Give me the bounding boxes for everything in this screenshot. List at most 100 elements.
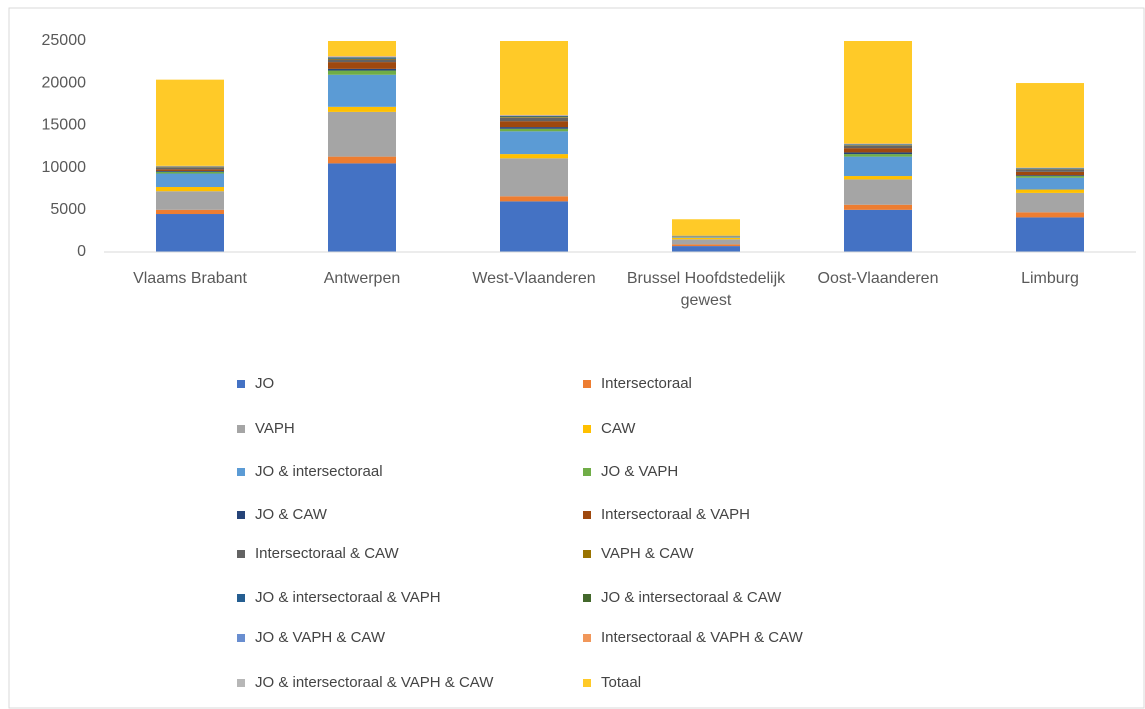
x-tick-label-box: Brussel Hoofdstedelijk gewest (626, 270, 786, 309)
y-tick-label: 5000 (50, 201, 86, 218)
x-tick-label-box: Limburg (1021, 270, 1079, 287)
legend-swatch (237, 634, 245, 642)
x-tick-label: Brussel Hoofdstedelijk gewest (626, 270, 786, 309)
legend-label: JO & intersectoraal & VAPH (255, 589, 441, 606)
bar-segment (500, 121, 568, 128)
legend-swatch (237, 380, 245, 388)
legend-swatch (237, 468, 245, 476)
bar-segment (328, 74, 396, 107)
bar-segment (1016, 212, 1084, 218)
bar-segment (1016, 177, 1084, 190)
bar-segment (328, 56, 396, 58)
chart-border (8, 7, 1145, 709)
bar-segment (844, 152, 912, 155)
bar-segment (156, 170, 224, 172)
bar-segment (500, 117, 568, 122)
bar-segment (672, 239, 740, 245)
bar-segment (1016, 192, 1084, 213)
bar-segment (500, 196, 568, 202)
legend-swatch (583, 511, 591, 519)
bar-segment (844, 144, 912, 146)
bar-segment (500, 116, 568, 118)
bar-segment (328, 57, 396, 58)
bar-segment (328, 56, 396, 57)
legend-swatch (583, 425, 591, 433)
bar-segment (156, 169, 224, 171)
y-tick-label: 10000 (42, 159, 87, 176)
bar-segment (328, 62, 396, 69)
bar-segment (1016, 175, 1084, 177)
bar-segment (156, 187, 224, 192)
bar-segment (328, 59, 396, 63)
bar-segment (328, 58, 396, 60)
bar-segment (500, 128, 568, 132)
legend-swatch (583, 594, 591, 602)
x-tick-label: Vlaams Brabant (133, 270, 247, 287)
legend-swatch (237, 511, 245, 519)
x-tick-label-box: West-Vlaanderen (472, 270, 595, 287)
bar-segment (328, 106, 396, 112)
bar-segment (672, 236, 740, 238)
bar-segment (1016, 83, 1084, 168)
bar-segment (328, 68, 396, 71)
legend-label: JO (255, 375, 274, 392)
bar-segment (500, 41, 568, 115)
x-tick-label-box: Vlaams Brabant (133, 270, 247, 287)
y-tick-label: 15000 (42, 117, 87, 134)
bar-segment (844, 145, 912, 149)
bar-segment (672, 237, 740, 240)
bar-segment (500, 201, 568, 252)
bar-segment (672, 244, 740, 247)
bar-segment (844, 204, 912, 210)
legend-label: JO & intersectoraal (255, 463, 383, 480)
legend-label: JO & intersectoraal & VAPH & CAW (255, 674, 494, 691)
legend-label: Intersectoraal (601, 375, 692, 392)
bar-segment (844, 156, 912, 177)
bar-segment (156, 167, 224, 170)
legend-label: VAPH (255, 420, 295, 437)
bar-segment (328, 163, 396, 252)
bar-segment (844, 176, 912, 180)
bar-segment (156, 191, 224, 210)
legend-label: JO & CAW (255, 506, 328, 523)
bar-segment (844, 209, 912, 252)
legend-label: Intersectoraal & VAPH (601, 506, 750, 523)
bar-segment (500, 154, 568, 159)
legend-label: CAW (601, 420, 636, 437)
legend-label: Totaal (601, 674, 641, 691)
legend-swatch (583, 380, 591, 388)
legend-label: JO & VAPH & CAW (255, 629, 386, 646)
legend-label: JO & VAPH (601, 463, 678, 480)
legend-swatch (237, 594, 245, 602)
bar-segment (328, 57, 396, 59)
x-tick-label: Antwerpen (323, 270, 401, 287)
legend-swatch (237, 550, 245, 558)
legend-swatch (237, 679, 245, 687)
bar-segment (844, 41, 912, 144)
bar-segment (844, 148, 912, 153)
bar-segment (500, 131, 568, 155)
bar-segment (1016, 171, 1084, 176)
y-tick-label: 25000 (42, 32, 87, 49)
legend-swatch (583, 468, 591, 476)
bar-segment (328, 70, 396, 75)
bar-segment (328, 156, 396, 164)
bar-segment (672, 219, 740, 236)
x-tick-label-box: Antwerpen (323, 270, 401, 287)
bar-segment (672, 246, 740, 252)
bar-segment (328, 111, 396, 157)
bar-segment (500, 158, 568, 197)
x-tick-label: Limburg (1021, 270, 1079, 287)
y-tick-label: 0 (77, 243, 86, 260)
bar-segment (844, 154, 912, 157)
legend-label: Intersectoraal & VAPH & CAW (601, 629, 804, 646)
bar-segment (844, 145, 912, 146)
legend-swatch (583, 679, 591, 687)
bar-segment (1016, 169, 1084, 172)
bar-segment (500, 127, 568, 129)
bar-segment (1016, 176, 1084, 178)
bar-segment (156, 79, 224, 166)
legend-swatch (583, 550, 591, 558)
bar-segment (156, 209, 224, 215)
